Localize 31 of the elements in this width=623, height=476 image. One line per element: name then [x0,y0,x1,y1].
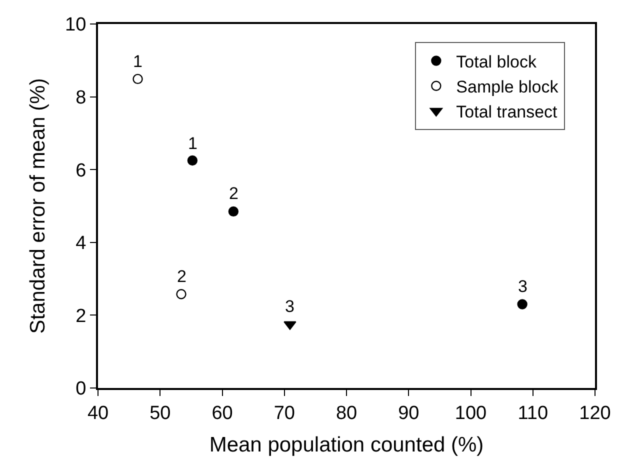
x-tick-label: 40 [87,402,109,424]
x-axis-title: Mean population counted (%) [209,434,484,456]
x-tick-label: 60 [212,402,233,424]
x-tick-label: 120 [579,402,611,424]
x-tick-label: 70 [274,402,295,424]
annotation: 1 [188,134,198,153]
legend-label: Sample block [456,77,559,96]
y-tick-label: 2 [76,306,86,327]
x-tick-label: 80 [336,402,358,424]
point [228,206,239,217]
y-tick-label: 4 [76,233,87,254]
x-tick-label: 90 [398,402,420,424]
y-tick-label: 6 [76,160,86,182]
y-tick-label: 0 [76,378,86,400]
x-tick-label: 110 [518,402,548,424]
annotation: 3 [285,297,294,316]
point [176,288,186,300]
legend-label: Total block [456,52,537,72]
annotation: 1 [133,52,142,71]
point [132,74,143,84]
x-tick-label: 100 [454,402,487,424]
y-tick-label: 8 [76,87,86,108]
legend-label: Total transect [456,102,558,122]
y-axis-title: Standard error of mean (%) [26,78,50,334]
point [187,155,198,166]
y-tick-label: 10 [65,14,86,36]
annotation: 2 [229,184,238,203]
annotation: 3 [518,277,528,296]
x-tick-label: 50 [150,402,171,424]
point [517,299,528,310]
annotation: 2 [177,267,186,286]
